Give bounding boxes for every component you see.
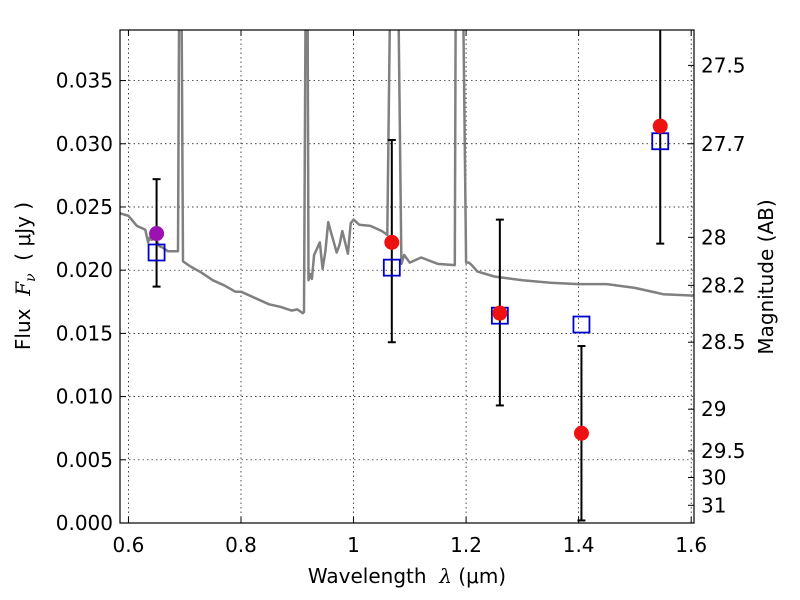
x-axis-label-prefix: Wavelength [308,564,439,588]
grid-lines [120,30,694,524]
x-axis-label-units: (μm) [452,564,506,588]
model-photometry-square-3 [572,315,591,334]
magnitude-tick-label-8: 31 [701,493,726,517]
x-tick-label-1: 0.8 [225,533,257,557]
model-photometry-square-1 [382,258,401,277]
model-photometry-square-0 [147,243,166,262]
magnitude-axis-ticks: 27.5 27.7 28 28.2 28.5 29 29.530 31 [688,53,746,517]
observed-flux-point-1 [384,234,400,250]
x-tick-label-3: 1.2 [450,533,482,557]
magnitude-tick-label-5: 29 [701,397,726,421]
y-axis-label-units: ( μJy ) [11,202,35,274]
sed-model-layer [120,30,694,315]
magnitude-tick-label-2: 28 [701,225,726,249]
observed-flux-point-2 [492,305,508,321]
sed-model-line [120,30,694,315]
y-tick-label-1: 0.005 [56,448,113,472]
magnitude-tick-label-4: 28.5 [701,330,746,354]
y-tick-label-3: 0.015 [56,321,113,345]
x-axis-label: Wavelength λ (μm) [308,564,506,588]
magnitude-tick-label-1: 27.7 [701,132,746,156]
magnitude-tick-label-7: 30 [701,465,726,489]
plot-frame [119,29,695,524]
x-tick-label-4: 1.4 [563,533,595,557]
y-tick-label-5: 0.025 [56,195,113,219]
y-axis-label-subscript: ν [23,273,39,282]
magnitude-tick-label-3: 28.2 [701,273,746,297]
x-axis-label-symbol: λ [438,564,452,588]
x-tick-label-0: 0.6 [113,533,145,557]
y-axis-label-prefix: Flux [11,296,35,350]
observed-flux-point-3 [573,425,589,441]
x-axis-ticks: 0.6 0.8 1 1.2 1.4 1.6 [113,30,707,557]
y-tick-label-2: 0.010 [56,385,113,409]
observed-flux-point-4 [652,118,668,134]
observed-flux-point-0 [149,226,165,242]
y-axis-label: Flux Fν ( μJy ) [11,202,39,350]
y-tick-label-6: 0.030 [56,132,113,156]
photometry-layer [147,30,670,522]
y-tick-label-0: 0.000 [56,511,113,535]
y-tick-label-4: 0.020 [56,258,113,282]
y-tick-label-7: 0.035 [56,69,113,93]
magnitude-tick-label-0: 27.5 [701,53,746,77]
right-axis-label: Magnitude (AB) [754,199,778,354]
x-tick-label-2: 1 [347,533,360,557]
x-tick-label-5: 1.6 [675,533,707,557]
plot-area [120,30,694,523]
y-axis-label-symbol: F [11,281,35,297]
magnitude-tick-label-6: 29.5 [701,439,746,463]
y-axis-ticks: 0.000 0.005 0.010 0.015 0.020 0.025 0.030 0.035 [56,69,126,535]
